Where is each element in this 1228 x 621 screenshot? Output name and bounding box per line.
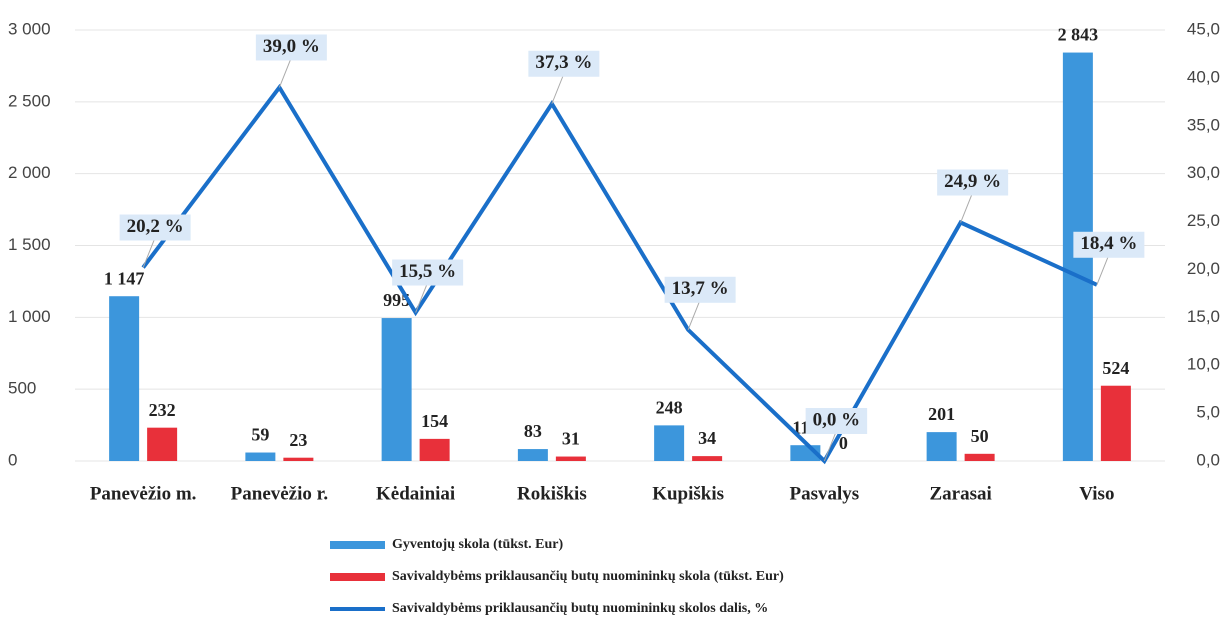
bar-value-label: 248 — [656, 397, 683, 417]
x-tick-label: Panevėžio m. — [90, 483, 197, 504]
y2-tick-label: 0,0 — [1196, 450, 1220, 469]
bar — [517, 449, 548, 461]
label-box — [805, 408, 868, 434]
line-value-label: 39,0 % — [263, 36, 320, 57]
label-box — [392, 259, 464, 286]
line-value-label-box: 20,2 % — [119, 214, 191, 241]
leader-line — [142, 237, 156, 268]
leader-line — [960, 192, 974, 223]
line-value-label-box: 13,7 % — [664, 276, 736, 303]
x-tick-label: Zarasai — [929, 483, 991, 504]
bar — [381, 318, 412, 461]
leader-line — [1096, 254, 1110, 285]
bar-value-label: 201 — [928, 404, 955, 424]
y-tick-label: 1 500 — [8, 235, 51, 254]
bar — [419, 438, 450, 461]
line-value-label: 20,2 % — [127, 216, 184, 237]
line-value-label: 15,5 % — [399, 261, 456, 282]
y2-tick-label: 5,0 — [1196, 403, 1220, 422]
bar-value-label: 1 147 — [104, 268, 145, 288]
line — [141, 83, 1098, 465]
y2-tick-label: 25,0 — [1187, 211, 1220, 230]
y-tick-label: 0 — [8, 450, 17, 469]
leader-line — [278, 57, 292, 88]
line-value-label: 24,9 % — [944, 171, 1001, 192]
x-tick-label: Rokiškis — [517, 483, 587, 504]
y-tick-label: 2 000 — [8, 163, 51, 182]
y2-tick-label: 20,0 — [1187, 259, 1220, 278]
line-value-label-box: 15,5 % — [392, 259, 464, 286]
line-value-label-box: 18,4 % — [1073, 231, 1145, 258]
x-tick-label: Panevėžio r. — [231, 483, 328, 504]
bar — [692, 456, 723, 461]
y-tick-label: 1 000 — [8, 307, 51, 326]
bar — [1100, 385, 1131, 461]
y2-tick-label: 35,0 — [1187, 115, 1220, 134]
y2-tick-label: 15,0 — [1187, 307, 1220, 326]
label-box — [664, 276, 736, 303]
y2-tick-label: 45,0 — [1187, 19, 1220, 38]
leader-line — [687, 299, 701, 330]
label-box — [1073, 231, 1145, 258]
y-tick-label: 500 — [8, 379, 36, 398]
leader-line — [551, 73, 565, 104]
label-box — [255, 34, 327, 61]
line-value-label: 37,3 % — [535, 52, 592, 73]
bar — [654, 425, 685, 461]
y2-tick-label: 40,0 — [1187, 67, 1220, 86]
legend-swatch — [330, 541, 385, 549]
bar — [283, 457, 314, 461]
line-value-label-box: 24,9 % — [937, 169, 1009, 196]
bar-value-label: 50 — [971, 426, 989, 446]
bar — [926, 432, 957, 461]
bar — [245, 452, 276, 461]
label-box — [528, 50, 600, 77]
leader-line — [823, 430, 837, 462]
bar-value-label: 0 — [839, 433, 848, 453]
bar — [109, 296, 140, 461]
bar-value-label: 83 — [524, 421, 542, 441]
label-box — [119, 214, 191, 241]
bar-value-label: 232 — [149, 400, 176, 420]
line-value-label-box: 39,0 % — [255, 34, 327, 61]
bar-value-label: 524 — [1102, 358, 1129, 378]
legend-label: Savivaldybėms priklausančių butų nuomini… — [392, 601, 768, 616]
y-tick-label: 2 500 — [8, 91, 51, 110]
bar — [964, 453, 995, 461]
legend-label: Savivaldybėms priklausančių butų nuomini… — [392, 569, 784, 584]
bar-value-label: 34 — [698, 428, 716, 448]
bar — [147, 427, 178, 461]
x-tick-label: Pasvalys — [790, 483, 860, 504]
line-value-label: 0,0 % — [813, 409, 861, 430]
bar-value-label: 59 — [251, 425, 269, 445]
y-tick-label: 3 000 — [8, 19, 51, 38]
bar — [555, 456, 586, 461]
line-value-label-box: 0,0 % — [805, 408, 868, 434]
bar-value-label: 2 843 — [1058, 25, 1099, 45]
bar-value-label: 23 — [289, 430, 307, 450]
legend-swatch — [330, 573, 385, 581]
y2-tick-label: 10,0 — [1187, 355, 1220, 374]
y2-tick-label: 30,0 — [1187, 163, 1220, 182]
line-value-label: 13,7 % — [672, 278, 729, 299]
line-value-label-box: 37,3 % — [528, 50, 600, 77]
line-value-label: 18,4 % — [1080, 233, 1137, 254]
x-tick-label: Kėdainiai — [376, 483, 455, 504]
legend-label: Gyventojų skola (tūkst. Eur) — [392, 537, 563, 552]
x-tick-label: Kupiškis — [652, 483, 724, 504]
leader-line — [415, 282, 429, 313]
bar-value-label: 154 — [421, 411, 448, 431]
label-box — [937, 169, 1009, 196]
x-tick-label: Viso — [1079, 483, 1114, 504]
bar-value-label: 31 — [562, 429, 580, 449]
